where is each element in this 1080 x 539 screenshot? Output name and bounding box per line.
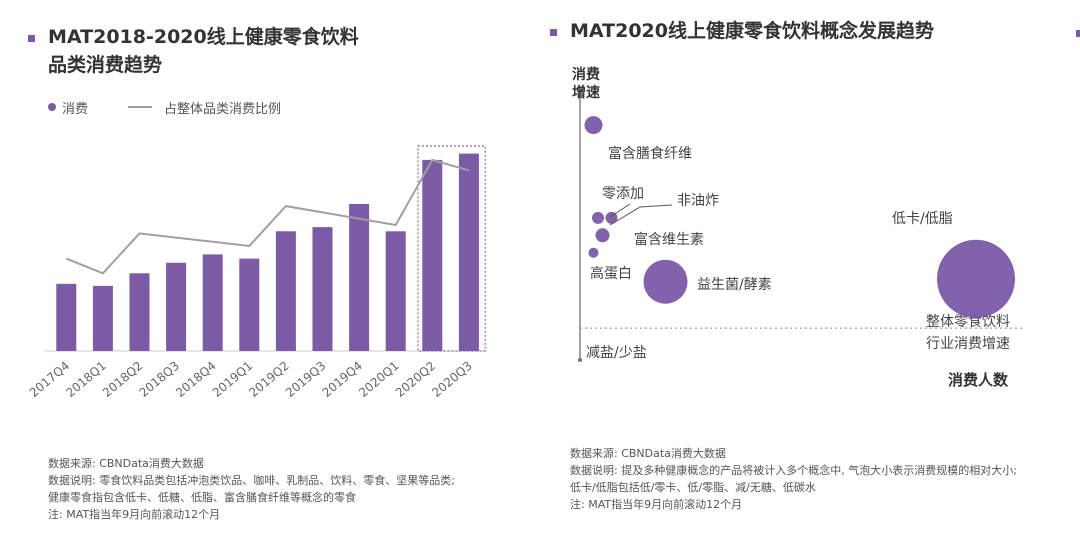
left-chart-title-line2: 品类消费趋势 [48, 54, 163, 76]
legend-line-marker [128, 106, 152, 108]
right-chart-title: MAT2020线上健康零食饮料概念发展趋势 [570, 20, 934, 42]
bar-line-chart: 2017Q42018Q12018Q22018Q32018Q42019Q12019… [27, 145, 488, 400]
y-axis-label-line2: 增速 [572, 84, 600, 101]
title-marker [550, 29, 557, 36]
bubble-label-低卡-低脂: 低卡/低脂 [892, 211, 953, 227]
next-panel-marker [1076, 30, 1080, 37]
bar-2019Q2 [275, 231, 296, 351]
title-marker [28, 35, 35, 42]
y-axis-label: 消费 [572, 66, 600, 83]
bubble-低卡-低脂 [937, 239, 1015, 318]
x-tick-2018Q4: 2018Q4 [173, 359, 218, 400]
x-tick-2020Q3: 2020Q3 [429, 359, 474, 400]
bar-2020Q3 [458, 153, 479, 351]
bar-2018Q1 [92, 285, 113, 351]
bar-2019Q1 [239, 258, 260, 351]
reference-label-line2: 行业消费增速 [926, 336, 1010, 352]
left-notes: 数据来源: CBNData消费大数据 数据说明: 零食饮料品类包括冲泡类饮品、咖… [48, 455, 455, 523]
bar-2018Q4 [202, 254, 223, 351]
share-line [65, 158, 470, 275]
x-tick-2017Q4: 2017Q4 [27, 359, 72, 400]
bar-2018Q2 [129, 273, 150, 351]
x-axis-label: 消费人数 [948, 371, 1009, 389]
x-tick-2018Q2: 2018Q2 [100, 359, 145, 400]
legend-bar-label: 消费 [62, 102, 89, 117]
bar-2020Q1 [385, 231, 406, 351]
right-note-source: 数据来源: CBNData消费大数据 [570, 447, 726, 460]
bar-2019Q3 [312, 227, 333, 351]
left-note-source: 数据来源: CBNData消费大数据 [48, 457, 204, 470]
bar-2020Q2 [422, 159, 443, 351]
bubble-富含膳食纤维 [584, 116, 603, 135]
left-chart-panel: MAT2018-2020线上健康零食饮料 品类消费趋势 消费 占整体品类消费比例… [27, 26, 488, 523]
x-tick-2019Q4: 2019Q4 [320, 359, 365, 400]
bubble-零添加 [592, 211, 604, 224]
legend-bar-marker [48, 103, 56, 111]
bar-2017Q4 [56, 283, 77, 351]
right-note-definition: 低卡/低脂包括低/零卡、低/零脂、减/无糖、低碳水 [570, 481, 816, 494]
right-note-description: 数据说明: 提及多种健康概念的产品将被计入多个概念中, 气泡大小表示消费规模的相… [570, 464, 1017, 477]
left-chart-title-line1: MAT2018-2020线上健康零食饮料 [48, 26, 359, 48]
x-tick-2018Q1: 2018Q1 [63, 359, 108, 400]
bubble-益生菌-酵素 [643, 259, 688, 304]
highlight-box [417, 145, 486, 352]
bubble-减盐-少盐 [578, 358, 582, 362]
bar-2018Q3 [166, 262, 187, 351]
right-note-mat: 注: MAT指当年9月向前滚动12个月 [570, 498, 743, 511]
reference-label: 整体零食饮料 [926, 313, 1010, 330]
bubble-高蛋白 [588, 247, 599, 258]
x-tick-2020Q1: 2020Q1 [356, 359, 401, 400]
right-chart-panel: MAT2020线上健康零食饮料概念发展趋势 消费 增速消费人数 整体零食饮料 行业消费… [540, 0, 1080, 539]
left-note-definition: 健康零食指包含低卡、低糖、低脂、富含膳食纤维等概念的零食 [48, 491, 356, 504]
leader-line-zero-additive [609, 203, 631, 218]
bubble-富含维生素 [595, 228, 610, 243]
left-note-mat: 注: MAT指当年9月向前滚动12个月 [48, 508, 221, 521]
x-tick-2019Q3: 2019Q3 [283, 359, 328, 400]
x-tick-2020Q2: 2020Q2 [393, 359, 438, 400]
bubble-label-高蛋白: 高蛋白 [590, 265, 632, 282]
bubble-label-非油炸: 非油炸 [677, 193, 719, 209]
bubble-label-益生菌-酵素: 益生菌/酵素 [697, 277, 772, 293]
bubble-label-减盐-少盐: 减盐/少盐 [586, 345, 647, 361]
legend-line-label: 占整体品类消费比例 [164, 102, 282, 117]
left-note-description: 数据说明: 零食饮料品类包括冲泡类饮品、咖啡、乳制品、饮料、零食、坚果等品类; [48, 474, 455, 487]
leader-line-non-fried [609, 204, 673, 226]
x-tick-2019Q1: 2019Q1 [210, 359, 255, 400]
bubble-label-零添加: 零添加 [602, 186, 644, 202]
bar-2019Q4 [349, 204, 370, 351]
bubble-label-富含维生素: 富含维生素 [634, 231, 704, 248]
bubble-label-富含膳食纤维: 富含膳食纤维 [608, 145, 692, 162]
bubble-非油炸 [605, 211, 618, 224]
right-notes: 数据来源: CBNData消费大数据 数据说明: 提及多种健康概念的产品将被计入… [570, 445, 1017, 513]
x-tick-2018Q3: 2018Q3 [137, 359, 182, 400]
x-tick-2019Q2: 2019Q2 [246, 359, 291, 400]
